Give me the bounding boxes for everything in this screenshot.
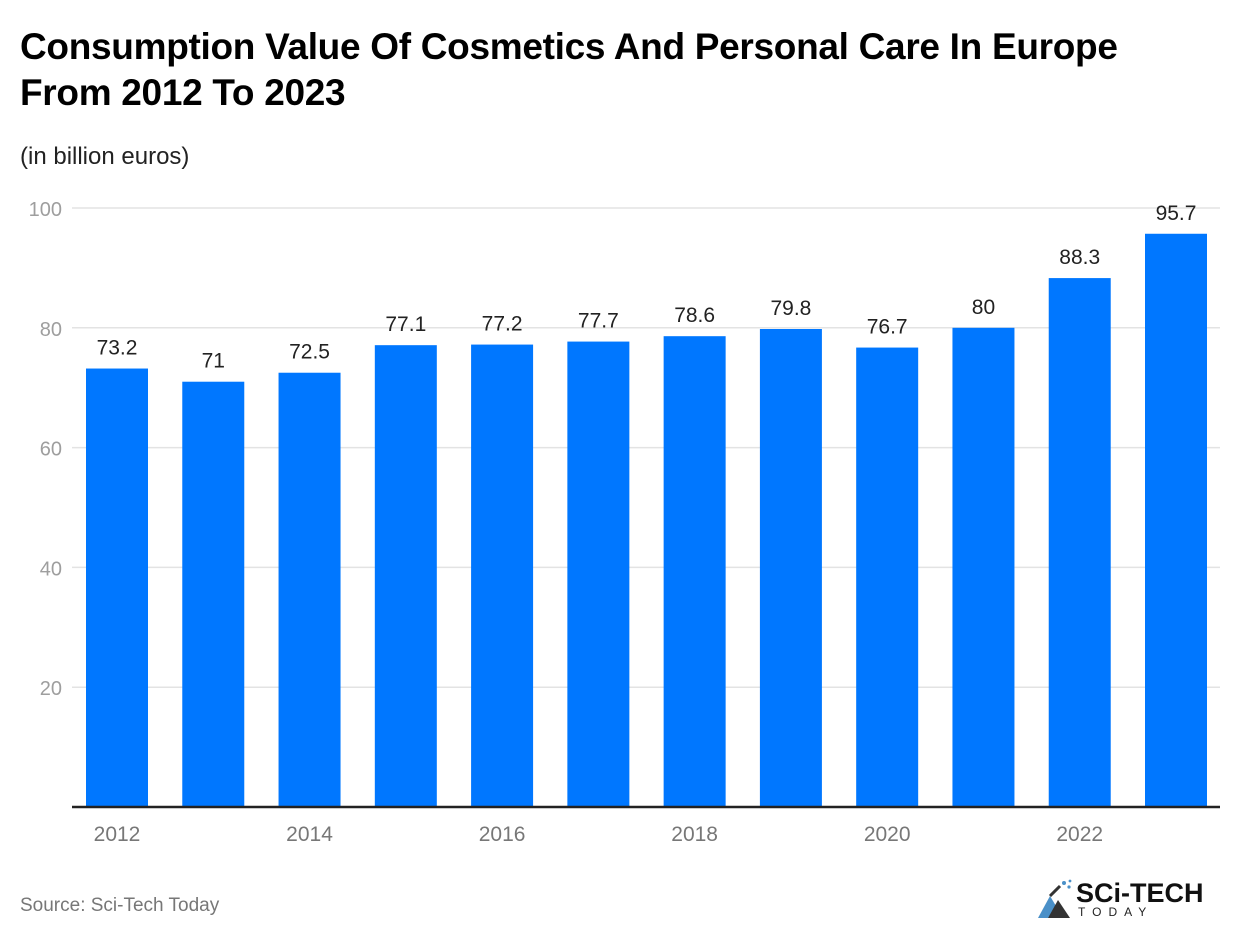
sci-tech-logo: SCi-TECH TODAY <box>1036 878 1216 922</box>
data-label-2020: 76.7 <box>867 316 908 339</box>
bar-2016 <box>471 344 534 807</box>
y-axis-ticks: 20 40 60 80 100 <box>29 199 62 700</box>
data-label-2012: 73.2 <box>97 337 138 360</box>
source-note: Source: Sci-Tech Today <box>20 895 220 916</box>
x-tick-label: 2020 <box>864 823 911 846</box>
x-tick-label: 2014 <box>286 823 333 846</box>
logo-wordmark: SCi-TECH <box>1076 878 1204 908</box>
bar-2023 <box>1145 233 1207 807</box>
bar-2018 <box>663 336 726 807</box>
bar-2019 <box>759 328 822 807</box>
data-label-2019: 79.8 <box>770 297 811 320</box>
bar-2015 <box>374 345 437 807</box>
y-tick-label: 20 <box>40 678 62 700</box>
x-tick-label: 2012 <box>94 823 141 846</box>
x-tick-label: 2022 <box>1056 823 1103 846</box>
bar-2013 <box>182 381 245 807</box>
chart-title: Consumption Value Of Cosmetics And Perso… <box>20 26 1118 113</box>
bar-2012 <box>86 368 148 807</box>
bar-2022 <box>1048 278 1111 807</box>
y-tick-label: 40 <box>40 558 62 580</box>
bar-2020 <box>856 347 919 807</box>
data-label-2018: 78.6 <box>674 304 715 327</box>
data-label-2021: 80 <box>972 296 995 319</box>
gridlines <box>72 207 1220 688</box>
bar-2017 <box>567 341 630 807</box>
data-label-2023: 95.7 <box>1156 202 1197 225</box>
data-label-2016: 77.2 <box>482 313 523 336</box>
data-label-2017: 77.7 <box>578 310 619 333</box>
data-labels: 73.2 71 72.5 77.1 77.2 77.7 78.6 79.8 76.7 80 88.3… <box>97 202 1197 373</box>
data-label-2013: 71 <box>202 350 225 373</box>
bars <box>86 233 1207 807</box>
y-tick-label: 60 <box>40 439 62 461</box>
bar-chart: 20 40 60 80 100 73.2 71 72.5 77.1 77.2 77.7 78.6 79… <box>29 199 1220 846</box>
x-axis-ticks: 2012 2014 2016 2018 2020 2022 <box>94 823 1103 846</box>
bar-2014 <box>278 372 341 807</box>
bar-2021 <box>952 327 1015 807</box>
data-label-2022: 88.3 <box>1059 246 1100 269</box>
data-label-2015: 77.1 <box>385 313 426 336</box>
chart-subtitle: (in billion euros) <box>20 143 190 170</box>
sci-tech-logo-icon <box>1038 879 1072 918</box>
y-tick-label: 100 <box>29 199 62 221</box>
x-tick-label: 2018 <box>671 823 718 846</box>
logo-subtext: TODAY <box>1078 905 1154 919</box>
x-tick-label: 2016 <box>479 823 526 846</box>
y-tick-label: 80 <box>40 319 62 341</box>
data-label-2014: 72.5 <box>289 341 330 364</box>
